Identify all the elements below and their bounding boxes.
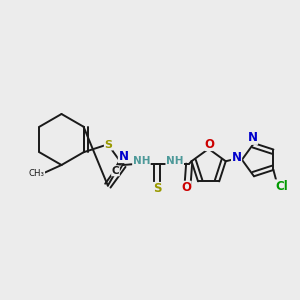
- Text: O: O: [181, 181, 191, 194]
- Text: C: C: [112, 166, 119, 176]
- Text: S: S: [104, 140, 112, 150]
- Text: N: N: [248, 131, 257, 144]
- Text: CH₃: CH₃: [28, 169, 45, 178]
- Text: O: O: [205, 137, 215, 151]
- Text: NH: NH: [166, 156, 184, 167]
- Text: S: S: [153, 182, 162, 196]
- Text: NH: NH: [133, 156, 150, 167]
- Text: N: N: [118, 149, 128, 163]
- Text: Cl: Cl: [275, 180, 288, 193]
- Text: N: N: [232, 151, 242, 164]
